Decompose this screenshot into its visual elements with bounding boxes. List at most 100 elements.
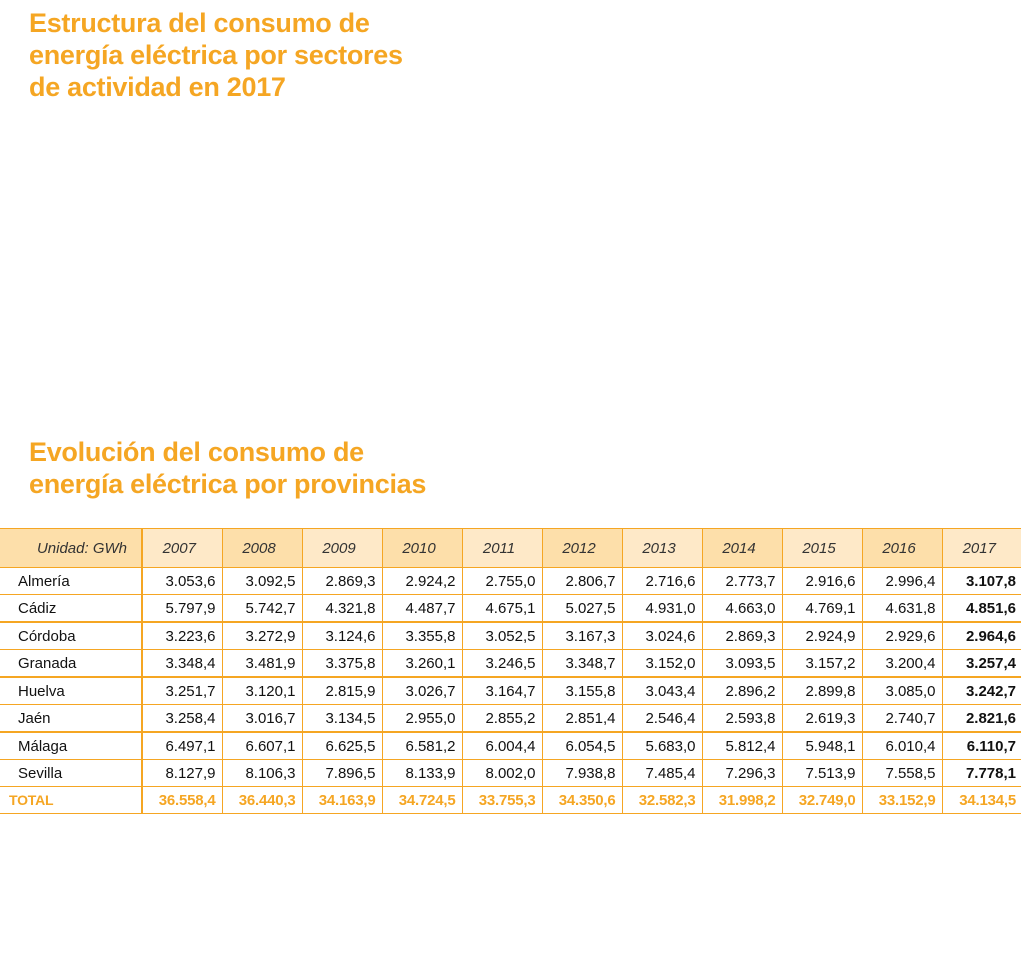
value-cell: 3.043,4 [621, 676, 703, 705]
total-value: 31.998,2 [701, 786, 783, 814]
value-cell: 2.619,3 [781, 704, 863, 733]
value-cell: 3.481,9 [221, 649, 303, 678]
value-cell: 6.607,1 [221, 731, 303, 760]
section-title-evolucion: Evolución del consumo de energía eléctri… [29, 436, 426, 500]
value-cell: 5.812,4 [701, 731, 783, 760]
table-header-row: Unidad: GWh 2007 2008 2009 2010 2011 201… [0, 528, 1021, 568]
value-cell: 2.716,6 [621, 567, 703, 595]
province-name: Sevilla [0, 759, 143, 787]
value-cell: 2.955,0 [381, 704, 463, 733]
year-header: 2010 [381, 528, 463, 568]
value-cell-current-year: 2.821,6 [941, 704, 1021, 733]
year-header: 2011 [461, 528, 543, 568]
value-cell: 4.675,1 [461, 594, 543, 623]
province-name: Córdoba [0, 621, 143, 650]
value-cell: 5.742,7 [221, 594, 303, 623]
total-row: TOTAL 36.558,4 36.440,3 34.163,9 34.724,… [0, 786, 1021, 814]
value-cell: 8.133,9 [381, 759, 463, 787]
province-name: Almería [0, 567, 143, 595]
total-value: 36.558,4 [141, 786, 223, 814]
year-header: 2013 [621, 528, 703, 568]
consumption-by-province-table: Unidad: GWh 2007 2008 2009 2010 2011 201… [0, 528, 1021, 814]
year-header: 2007 [141, 528, 223, 568]
title-line: Estructura del consumo de [29, 8, 370, 38]
year-header: 2014 [701, 528, 783, 568]
value-cell: 3.223,6 [141, 621, 223, 650]
value-cell: 2.924,2 [381, 567, 463, 595]
value-cell: 2.593,8 [701, 704, 783, 733]
value-cell: 2.740,7 [861, 704, 943, 733]
value-cell: 7.296,3 [701, 759, 783, 787]
table-row: Almería 3.053,6 3.092,5 2.869,3 2.924,2 … [0, 567, 1021, 595]
total-value: 34.724,5 [381, 786, 463, 814]
year-header: 2016 [861, 528, 943, 568]
total-value: 34.350,6 [541, 786, 623, 814]
total-value: 33.152,9 [861, 786, 943, 814]
value-cell: 3.092,5 [221, 567, 303, 595]
value-cell: 2.855,2 [461, 704, 543, 733]
total-label: TOTAL [0, 786, 143, 814]
value-cell: 3.026,7 [381, 676, 463, 705]
value-cell: 5.797,9 [141, 594, 223, 623]
value-cell: 4.487,7 [381, 594, 463, 623]
value-cell: 2.851,4 [541, 704, 623, 733]
value-cell: 3.024,6 [621, 621, 703, 650]
value-cell: 3.355,8 [381, 621, 463, 650]
table-row: Jaén 3.258,4 3.016,7 3.134,5 2.955,0 2.8… [0, 704, 1021, 733]
value-cell: 3.260,1 [381, 649, 463, 678]
year-header: 2015 [781, 528, 863, 568]
value-cell: 6.581,2 [381, 731, 463, 760]
value-cell: 8.106,3 [221, 759, 303, 787]
value-cell: 3.016,7 [221, 704, 303, 733]
total-value: 36.440,3 [221, 786, 303, 814]
province-name: Cádiz [0, 594, 143, 623]
value-cell: 2.924,9 [781, 621, 863, 650]
table-row: Córdoba 3.223,6 3.272,9 3.124,6 3.355,8 … [0, 621, 1021, 650]
value-cell: 2.546,4 [621, 704, 703, 733]
title-line: Evolución del consumo de [29, 437, 364, 467]
value-cell: 7.896,5 [301, 759, 383, 787]
value-cell: 3.155,8 [541, 676, 623, 705]
value-cell: 3.053,6 [141, 567, 223, 595]
value-cell: 3.134,5 [301, 704, 383, 733]
value-cell: 8.002,0 [461, 759, 543, 787]
value-cell: 2.896,2 [701, 676, 783, 705]
value-cell: 2.916,6 [781, 567, 863, 595]
value-cell: 3.251,7 [141, 676, 223, 705]
value-cell: 3.348,7 [541, 649, 623, 678]
value-cell: 3.272,9 [221, 621, 303, 650]
value-cell: 3.375,8 [301, 649, 383, 678]
total-value: 32.582,3 [621, 786, 703, 814]
value-cell: 7.485,4 [621, 759, 703, 787]
province-name: Granada [0, 649, 143, 678]
table-row: Málaga 6.497,1 6.607,1 6.625,5 6.581,2 6… [0, 731, 1021, 760]
total-value: 32.749,0 [781, 786, 863, 814]
year-header: 2012 [541, 528, 623, 568]
value-cell: 3.348,4 [141, 649, 223, 678]
value-cell: 2.869,3 [701, 621, 783, 650]
value-cell: 3.157,2 [781, 649, 863, 678]
value-cell: 6.497,1 [141, 731, 223, 760]
value-cell: 7.938,8 [541, 759, 623, 787]
value-cell-current-year: 3.257,4 [941, 649, 1021, 678]
table-row: Cádiz 5.797,9 5.742,7 4.321,8 4.487,7 4.… [0, 594, 1021, 623]
value-cell: 2.815,9 [301, 676, 383, 705]
year-header: 2017 [941, 528, 1021, 568]
table-row: Sevilla 8.127,9 8.106,3 7.896,5 8.133,9 … [0, 759, 1021, 787]
value-cell-current-year: 7.778,1 [941, 759, 1021, 787]
value-cell: 4.631,8 [861, 594, 943, 623]
value-cell: 2.806,7 [541, 567, 623, 595]
value-cell: 3.124,6 [301, 621, 383, 650]
value-cell: 3.164,7 [461, 676, 543, 705]
value-cell: 3.120,1 [221, 676, 303, 705]
value-cell-current-year: 6.110,7 [941, 731, 1021, 760]
value-cell: 3.093,5 [701, 649, 783, 678]
value-cell-current-year: 3.242,7 [941, 676, 1021, 705]
value-cell: 2.929,6 [861, 621, 943, 650]
year-header: 2009 [301, 528, 383, 568]
table-row: Granada 3.348,4 3.481,9 3.375,8 3.260,1 … [0, 649, 1021, 678]
province-name: Huelva [0, 676, 143, 705]
value-cell: 4.663,0 [701, 594, 783, 623]
value-cell: 5.948,1 [781, 731, 863, 760]
value-cell: 4.931,0 [621, 594, 703, 623]
